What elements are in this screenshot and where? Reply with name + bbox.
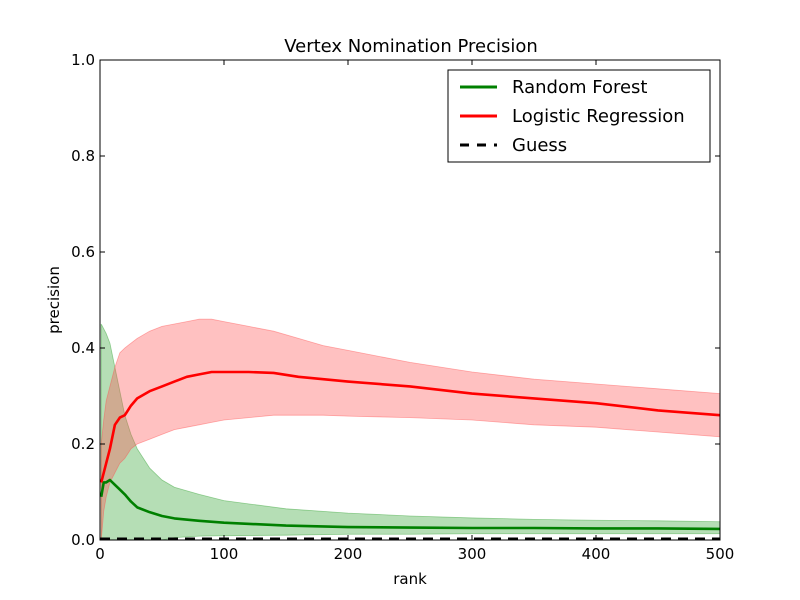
x-tick-label: 200 xyxy=(334,545,363,563)
logistic-regression-line xyxy=(99,370,721,483)
legend-label-random-forest: Random Forest xyxy=(512,77,647,98)
chart-title: Vertex Nomination Precision xyxy=(284,36,538,57)
series-lines xyxy=(99,370,721,541)
y-tick-label: 0.4 xyxy=(71,339,95,357)
x-tick-label: 400 xyxy=(582,545,611,563)
plot-frame xyxy=(99,59,721,541)
y-axis-label: precision xyxy=(45,266,63,334)
x-tick-label: 500 xyxy=(706,545,735,563)
y-tick-label: 1.0 xyxy=(71,51,95,69)
x-tick-label: 300 xyxy=(458,545,487,563)
random-forest-line xyxy=(99,478,721,531)
legend: Random Forest Logistic Regression Guess xyxy=(447,69,711,163)
x-tick-label: 100 xyxy=(210,545,239,563)
y-tick-label: 0.0 xyxy=(71,531,95,549)
y-tick-label: 0.6 xyxy=(71,243,95,261)
x-tick-label: 0 xyxy=(95,545,105,563)
y-tick-label: 0.8 xyxy=(71,147,95,165)
y-tick-label: 0.2 xyxy=(71,435,95,453)
legend-label-logistic-regression: Logistic Regression xyxy=(512,106,685,127)
axis-ticks: 0 100 200 300 400 500 0.0 0.2 0.4 0.6 0.8 1.0 xyxy=(71,51,734,563)
legend-label-guess: Guess xyxy=(512,135,567,156)
x-axis-label: rank xyxy=(393,570,427,588)
